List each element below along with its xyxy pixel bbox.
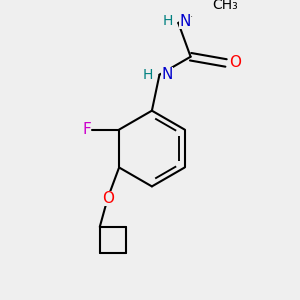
Text: F: F [82, 122, 91, 137]
Text: CH₃: CH₃ [212, 0, 238, 12]
Text: H: H [142, 68, 153, 82]
Text: O: O [102, 190, 114, 206]
Text: N: N [179, 14, 191, 29]
Text: N: N [161, 67, 173, 82]
Text: O: O [229, 56, 241, 70]
Text: H: H [162, 14, 172, 28]
